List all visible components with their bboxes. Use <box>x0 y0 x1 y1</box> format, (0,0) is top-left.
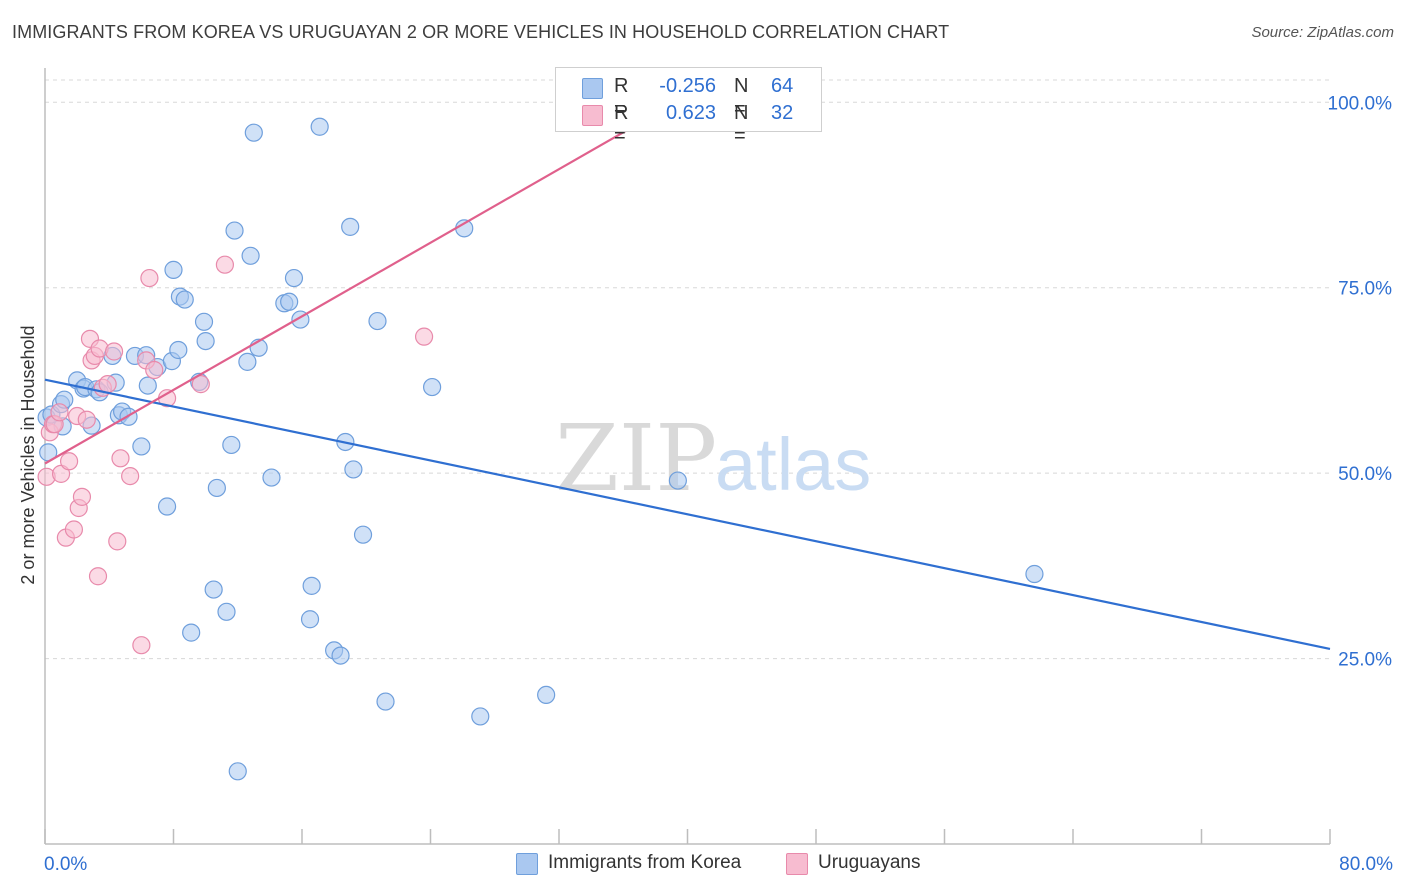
data-point-korea <box>331 646 350 665</box>
data-point-korea <box>238 352 257 371</box>
data-point-korea <box>194 312 214 331</box>
data-point-korea <box>300 610 320 629</box>
data-point-korea <box>225 221 244 240</box>
korea-swatch <box>582 78 603 99</box>
correlation-stats: R = -0.256 N = 64 R = 0.623 N = 32 <box>555 67 822 147</box>
data-point-uruguay <box>140 268 159 288</box>
data-point-uruguay <box>98 375 117 394</box>
data-point-korea <box>537 685 556 705</box>
r-value: -0.256 <box>659 75 716 97</box>
data-point-korea <box>222 435 241 455</box>
data-point-korea <box>376 692 395 711</box>
data-point-uruguay <box>191 375 210 394</box>
trend-line-uruguay <box>44 94 689 465</box>
y-tick-label: 50.0% <box>1338 464 1392 485</box>
gridlines <box>45 79 1330 660</box>
data-point-korea <box>368 311 387 331</box>
legend-label-korea: Immigrants from Korea <box>548 852 742 873</box>
data-point-uruguay <box>64 520 84 539</box>
r-value: 0.623 <box>665 102 716 124</box>
data-point-uruguay <box>108 532 127 551</box>
n-value: 32 <box>771 102 794 124</box>
data-point-korea <box>423 377 442 397</box>
n-label: N = <box>734 102 749 147</box>
data-point-uruguay <box>88 567 108 586</box>
x-tick-label: 80.0% <box>1339 854 1393 875</box>
data-point-uruguay <box>121 466 140 486</box>
x-tick-label: 0.0% <box>44 854 87 875</box>
trend-line-korea <box>44 378 1331 650</box>
data-point-uruguay <box>77 410 96 429</box>
data-point-korea <box>164 260 183 279</box>
chart-legend: Immigrants from Korea Uruguayans <box>0 851 1406 877</box>
data-point-korea <box>284 268 304 288</box>
data-point-korea <box>262 468 281 487</box>
data-point-uruguay <box>104 342 124 361</box>
y-tick-label: 25.0% <box>1338 650 1392 671</box>
data-point-korea <box>244 123 263 142</box>
data-point-uruguay <box>215 255 234 274</box>
data-point-korea <box>169 340 188 360</box>
data-point-uruguay <box>50 403 69 422</box>
data-point-korea <box>353 525 373 544</box>
data-point-korea <box>344 460 363 479</box>
tick-labels: 25.0% 50.0% 75.0% 100.0% 0.0% 80.0% <box>44 93 1393 875</box>
y-tick-label: 100.0% <box>1328 93 1393 114</box>
data-point-korea <box>204 580 223 599</box>
data-point-korea <box>310 117 329 136</box>
data-point-uruguay <box>414 327 434 346</box>
watermark-zip: ZIP <box>555 405 717 512</box>
data-point-korea <box>1025 564 1044 584</box>
trend-lines <box>44 94 1331 650</box>
source-credit: Source: ZipAtlas.com <box>1251 24 1394 41</box>
data-point-korea <box>471 707 490 726</box>
data-point-korea <box>196 331 215 351</box>
korea-legend-swatch <box>516 853 538 875</box>
data-point-korea <box>280 292 299 311</box>
uruguay-swatch <box>582 105 603 126</box>
data-point-korea <box>341 217 360 236</box>
data-point-korea <box>217 602 236 621</box>
y-axis-label: 2 or more Vehicles in Household <box>18 325 38 584</box>
data-point-korea <box>132 437 151 456</box>
n-value: 64 <box>771 75 794 97</box>
legend-label-uruguay: Uruguayans <box>818 852 921 873</box>
data-point-korea <box>138 376 157 395</box>
data-point-korea <box>175 290 194 309</box>
data-point-korea <box>668 471 687 490</box>
y-tick-label: 75.0% <box>1338 279 1392 300</box>
data-point-uruguay <box>111 449 130 468</box>
watermark-atlas: atlas <box>715 423 871 506</box>
data-point-korea <box>157 497 177 516</box>
data-point-korea <box>241 246 260 265</box>
data-point-uruguay <box>132 636 151 655</box>
n-label: N = <box>734 75 749 120</box>
r-label: R = <box>614 75 629 120</box>
uruguay-legend-swatch <box>786 853 808 875</box>
data-points <box>37 117 1044 781</box>
data-point-korea <box>228 762 247 781</box>
r-label: R = <box>614 102 629 147</box>
data-point-uruguay <box>72 487 92 506</box>
data-point-korea <box>207 478 226 498</box>
data-point-uruguay <box>145 360 164 380</box>
data-point-uruguay <box>59 452 79 471</box>
data-point-korea <box>302 576 321 595</box>
chart-title: IMMIGRANTS FROM KOREA VS URUGUAYAN 2 OR … <box>12 22 950 42</box>
data-point-korea <box>182 623 201 642</box>
